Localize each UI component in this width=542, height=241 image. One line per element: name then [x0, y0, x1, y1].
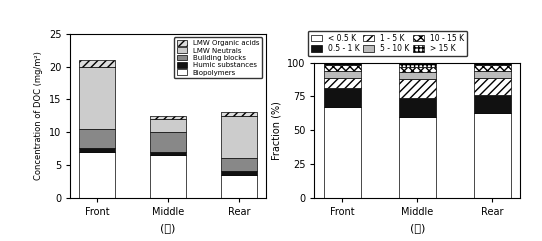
Bar [474, 113, 511, 198]
Bar [221, 171, 257, 175]
Bar [398, 79, 436, 98]
Bar [150, 119, 186, 132]
Bar [79, 148, 115, 152]
Bar [150, 132, 186, 152]
Bar [79, 129, 115, 148]
Bar [398, 67, 436, 72]
Y-axis label: Fraction (%): Fraction (%) [272, 101, 281, 160]
Bar [398, 117, 436, 198]
Bar [324, 71, 361, 78]
Text: (가): (가) [160, 223, 176, 233]
Bar [398, 72, 436, 79]
Legend: < 0.5 K, 0.5 - 1 K, 1 - 5 K, 5 - 10 K, 10 - 15 K, > 15 K: < 0.5 K, 0.5 - 1 K, 1 - 5 K, 5 - 10 K, 1… [308, 31, 467, 56]
Bar [221, 116, 257, 158]
Bar [474, 78, 511, 95]
Bar [150, 155, 186, 198]
Bar [324, 65, 361, 71]
Bar [221, 158, 257, 171]
Bar [79, 67, 115, 129]
Bar [150, 152, 186, 155]
Bar [324, 78, 361, 88]
Bar [324, 107, 361, 198]
Bar [324, 88, 361, 107]
Bar [474, 65, 511, 71]
Bar [221, 112, 257, 116]
Legend: LMW Organic acids, LMW Neutrals, Building blocks, Humic substances, Biopolymers: LMW Organic acids, LMW Neutrals, Buildin… [174, 37, 262, 78]
Bar [474, 95, 511, 113]
Bar [221, 175, 257, 198]
Bar [398, 63, 436, 67]
Bar [474, 63, 511, 65]
Bar [150, 116, 186, 119]
Bar [79, 152, 115, 198]
Bar [324, 63, 361, 65]
Bar [79, 60, 115, 67]
Text: (나): (나) [410, 223, 425, 233]
Y-axis label: Concentration of DOC (mg/m²): Concentration of DOC (mg/m²) [34, 51, 43, 180]
Bar [398, 98, 436, 117]
Bar [474, 71, 511, 78]
